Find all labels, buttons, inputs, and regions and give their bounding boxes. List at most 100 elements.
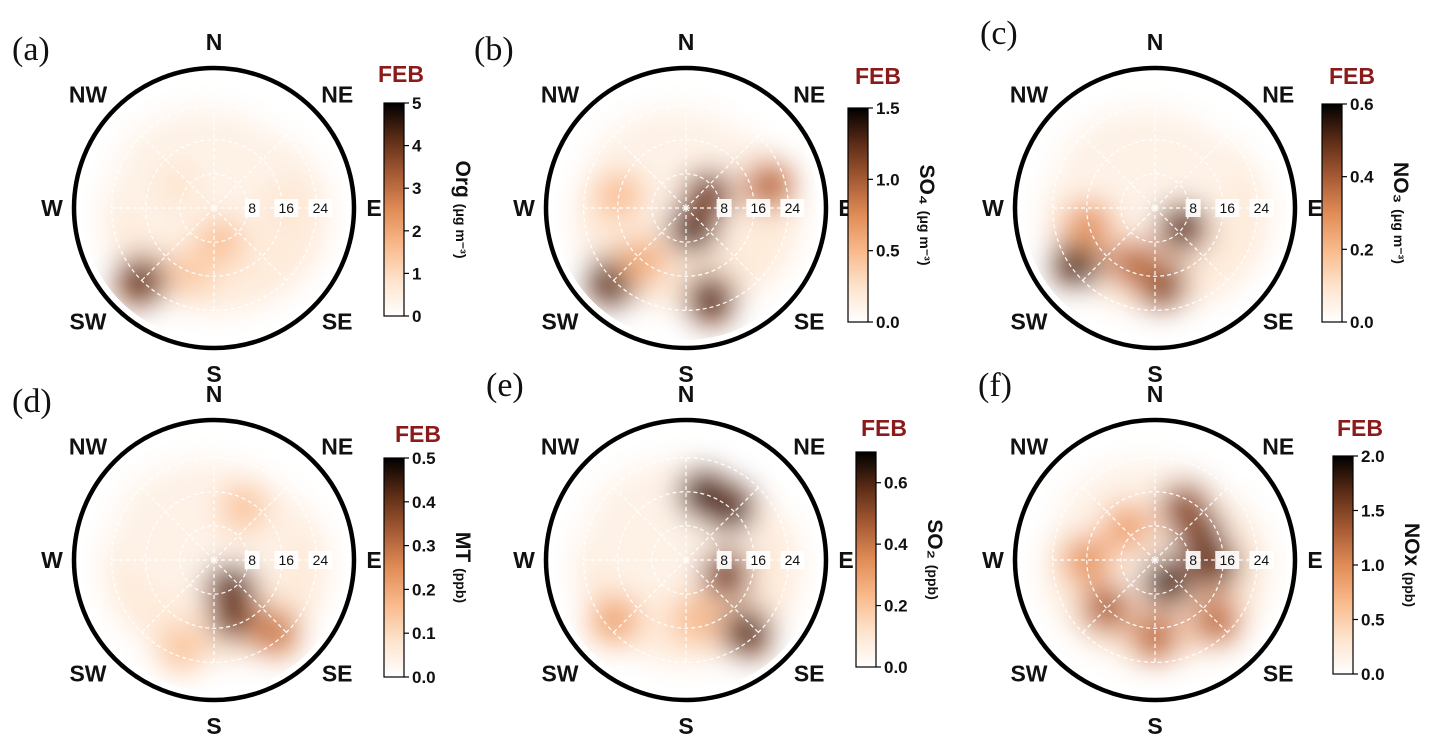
compass-label-sw: SW (541, 308, 578, 334)
compass-label-ne: NE (321, 82, 353, 108)
colorbar-title: NO₃ (μg m⁻³) (1389, 162, 1412, 264)
compass-label-w: W (41, 195, 63, 221)
hotspot-core (694, 282, 727, 315)
colorbar-tick-label: 0.0 (412, 668, 436, 687)
hotspot-core (165, 632, 198, 665)
compass-label-e: E (838, 547, 853, 573)
colorbar-tick-label: 0.2 (884, 597, 908, 616)
month-label: FEB (861, 415, 907, 441)
colorbar-title: NOx (ppb) (1400, 523, 1423, 607)
radial-tick-label: 16 (278, 552, 294, 568)
hotspot-core (174, 256, 207, 289)
colorbar-tick-label: 0.5 (1361, 611, 1385, 630)
compass-label-se: SE (794, 660, 825, 686)
radial-tick-label: 16 (750, 200, 766, 216)
radial-tick-label: 8 (1189, 200, 1197, 216)
hotspot-core (1062, 245, 1095, 278)
colorbar-tick-label: 2.0 (1361, 447, 1385, 466)
colorbar-tick-label: 0.0 (884, 658, 908, 677)
colorbar-tick-label: 1.0 (876, 170, 900, 189)
colorbar-tick-label: 0.4 (1350, 168, 1374, 187)
hotspot-core (1111, 511, 1144, 544)
compass-label-e: E (1307, 195, 1322, 221)
hotspot-core (1166, 211, 1199, 244)
month-label: FEB (855, 63, 901, 89)
polar-panel-e: (e) 8 16 24 N NE E SE S SW W NW FEB 0.0 0.2 0.4 0.6 SO₂ (… (486, 367, 946, 739)
compass-label-s: S (206, 361, 221, 387)
compass-label-s: S (1147, 361, 1162, 387)
radial-tick-label: 16 (750, 552, 766, 568)
month-label: FEB (378, 61, 424, 87)
colorbar (383, 102, 405, 317)
radial-tick-label: 8 (720, 200, 728, 216)
compass-label-nw: NW (541, 82, 580, 108)
radial-tick-label: 24 (313, 200, 329, 216)
colorbar-title: SO₄ (μg m⁻³) (915, 164, 938, 265)
hotspot-core (203, 225, 236, 258)
radial-tick-label: 24 (1254, 200, 1270, 216)
compass-label-w: W (513, 547, 535, 573)
compass-label-se: SE (1263, 308, 1294, 334)
hotspot-core (1118, 248, 1151, 281)
colorbar-tick-label: 0.6 (1350, 95, 1374, 114)
radial-tick-label: 8 (720, 552, 728, 568)
radial-tick-label: 16 (278, 200, 294, 216)
colorbar (383, 457, 405, 678)
compass-label-se: SE (1263, 660, 1294, 686)
compass-label-ne: NE (793, 434, 825, 460)
colorbar-tick-label: 3 (412, 179, 421, 198)
compass-label-nw: NW (69, 434, 108, 460)
polar-outline (543, 417, 829, 703)
compass-label-sw: SW (69, 308, 106, 334)
polar-outline (543, 65, 829, 351)
compass-label-ne: NE (793, 82, 825, 108)
radial-tick-label: 16 (1219, 200, 1235, 216)
colorbar-tick-label: 2 (412, 222, 421, 241)
colorbar-tick-label: 0.5 (412, 449, 436, 468)
panel-label: (c) (980, 15, 1018, 52)
hotspot-core (730, 615, 763, 648)
compass-label-se: SE (794, 308, 825, 334)
panel-label: (a) (12, 31, 50, 68)
colorbar-title: MT (ppb) (451, 532, 474, 603)
compass-label-w: W (41, 547, 63, 573)
concentration-field (1045, 108, 1269, 312)
compass-label-sw: SW (541, 660, 578, 686)
colorbar-tick-label: 1.5 (1361, 502, 1385, 521)
compass-label-e: E (366, 195, 381, 221)
polar-panel-c: (c) 8 16 24 N NE E SE S SW W NW FEB 0.0 0.2 0.4 0.6 NO₃ (… (980, 15, 1412, 387)
radial-tick-label: 8 (1189, 552, 1197, 568)
colorbar-tick-label: 1 (412, 264, 421, 283)
compass-label-ne: NE (1262, 434, 1294, 460)
compass-label-s: S (1147, 713, 1162, 739)
polar-outline (71, 65, 357, 351)
colorbar-tick-label: 0.0 (1350, 313, 1374, 332)
compass-label-sw: SW (1010, 660, 1047, 686)
compass-label-n: N (206, 381, 223, 407)
panel-label: (f) (978, 367, 1012, 404)
polar-outline (1012, 65, 1298, 351)
polar-outline (71, 417, 357, 703)
compass-label-s: S (206, 713, 221, 739)
colorbar-tick-label: 1.0 (1361, 556, 1385, 575)
polar-panel-f: (f) 8 16 24 N NE E SE S SW W NW FEB 0.0 0.5 1.0 1.5 2.0 NO… (978, 367, 1423, 739)
polar-panel-a: (a) 8 16 24 N NE E SE S SW W NW FEB 0 1 2 3 4 5 Org (μg m⁻³… (12, 29, 474, 387)
polar-outline (1012, 417, 1298, 703)
colorbar-tick-label: 0.4 (412, 493, 436, 512)
compass-label-w: W (982, 195, 1004, 221)
compass-label-sw: SW (1010, 308, 1047, 334)
compass-label-n: N (678, 381, 695, 407)
compass-label-s: S (678, 361, 693, 387)
panel-label: (e) (486, 367, 524, 404)
radial-tick-label: 8 (248, 552, 256, 568)
hotspot-core (680, 602, 713, 635)
compass-label-e: E (366, 547, 381, 573)
colorbar-tick-label: 0.3 (412, 537, 436, 556)
compass-label-ne: NE (1262, 82, 1294, 108)
hotspot-core (1151, 566, 1184, 599)
colorbar-tick-label: 4 (412, 137, 422, 156)
panel-label: (b) (474, 31, 514, 68)
hotspot-core (161, 170, 194, 203)
